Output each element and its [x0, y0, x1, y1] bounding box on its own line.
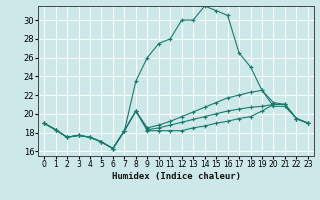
- X-axis label: Humidex (Indice chaleur): Humidex (Indice chaleur): [111, 172, 241, 181]
